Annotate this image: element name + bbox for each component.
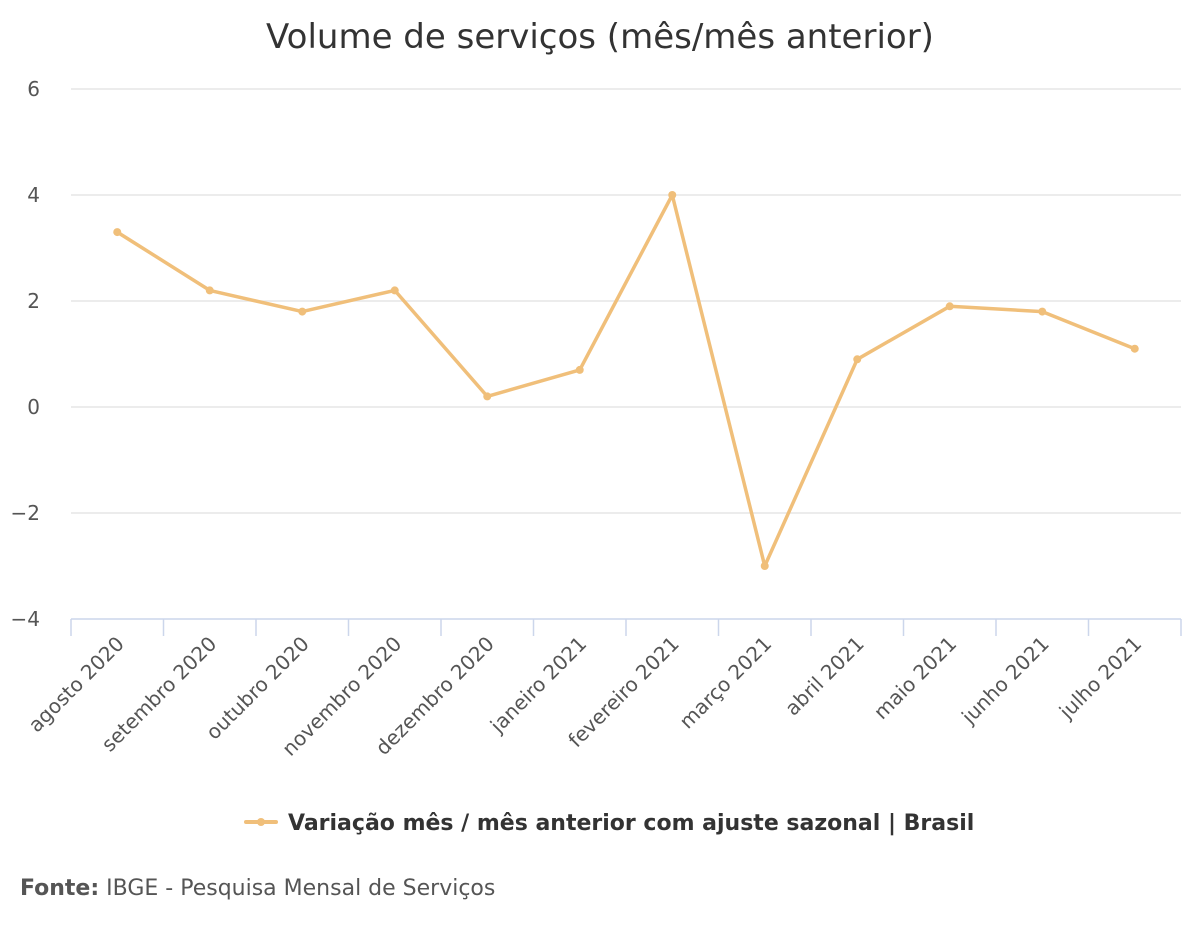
x-tick-label: junho 2021 bbox=[956, 632, 1054, 730]
data-point[interactable] bbox=[298, 307, 307, 316]
data-point[interactable] bbox=[760, 562, 769, 570]
data-point[interactable] bbox=[390, 286, 399, 295]
y-tick-label: 0 bbox=[27, 395, 40, 419]
x-tick-label: julho 2021 bbox=[1054, 632, 1147, 725]
x-tick-label: agosto 2020 bbox=[23, 632, 128, 737]
data-point[interactable] bbox=[205, 286, 214, 295]
data-point[interactable] bbox=[853, 355, 862, 364]
y-tick-label: −2 bbox=[11, 501, 40, 525]
chart-title: Volume de serviços (mês/mês anterior) bbox=[266, 17, 934, 57]
legend[interactable]: Variação mês / mês anterior com ajuste s… bbox=[244, 811, 974, 836]
x-tick-label: abril 2021 bbox=[780, 632, 869, 721]
gridlines bbox=[71, 88, 1181, 514]
legend-marker-symbol bbox=[257, 818, 265, 826]
source-text: IBGE - Pesquisa Mensal de Serviços bbox=[106, 876, 496, 901]
y-tick-label: 4 bbox=[27, 183, 40, 207]
legend-label: Variação mês / mês anterior com ajuste s… bbox=[288, 811, 974, 836]
series-line bbox=[115, 193, 1137, 568]
data-point[interactable] bbox=[113, 228, 122, 237]
source-note: Fonte: IBGE - Pesquisa Mensal de Serviço… bbox=[20, 876, 495, 901]
data-point[interactable] bbox=[575, 365, 584, 374]
data-point[interactable] bbox=[483, 392, 492, 401]
series-layer bbox=[113, 191, 1139, 570]
data-point[interactable] bbox=[668, 191, 677, 199]
y-tick-label: 2 bbox=[27, 289, 40, 313]
y-axis-ticks: 6 4 2 0 −2 −4 bbox=[11, 77, 40, 631]
y-tick-label: 6 bbox=[27, 77, 40, 101]
source-label: Fonte: bbox=[20, 876, 100, 901]
x-tick-label: março 2021 bbox=[674, 632, 776, 734]
data-point[interactable] bbox=[1130, 344, 1139, 353]
data-point[interactable] bbox=[1038, 307, 1047, 316]
x-tick-label: maio 2021 bbox=[869, 632, 961, 724]
y-tick-label: −4 bbox=[11, 607, 40, 631]
data-point[interactable] bbox=[945, 302, 954, 311]
